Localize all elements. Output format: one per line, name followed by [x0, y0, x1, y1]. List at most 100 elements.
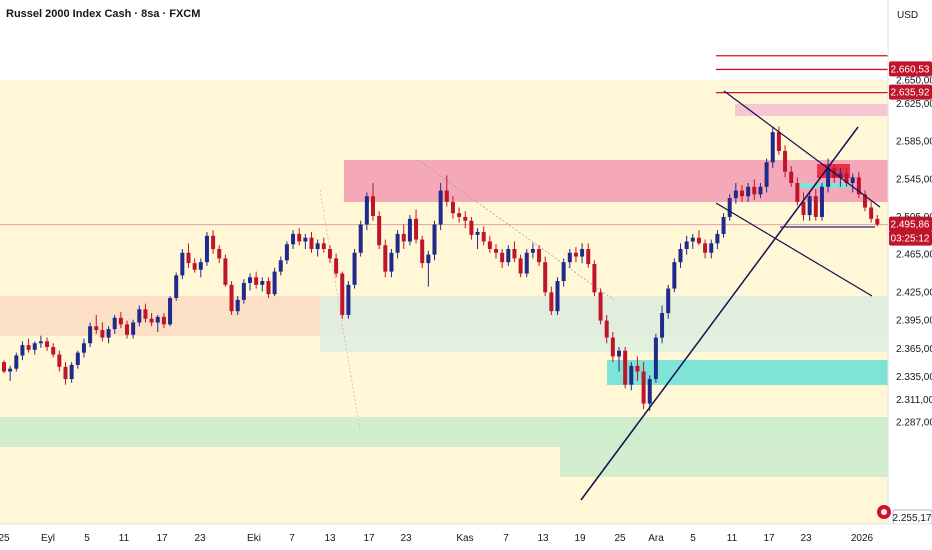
- candle-body: [364, 196, 369, 225]
- candle-body: [475, 232, 480, 235]
- candle-body: [137, 309, 142, 323]
- candle-body: [776, 132, 781, 151]
- candle-body: [297, 233, 302, 242]
- candle-body: [174, 275, 179, 298]
- last-price-badge-bg: [889, 216, 932, 232]
- candle-body: [592, 264, 597, 293]
- candle-body: [180, 252, 185, 276]
- y-tick-label: 2.585,00: [896, 137, 932, 148]
- candle-body: [703, 243, 708, 253]
- x-tick-label: 25: [614, 533, 626, 544]
- candle-body: [432, 224, 437, 255]
- y-tick-label: 2.287,00: [896, 417, 932, 428]
- broker-logo-center: [881, 509, 887, 515]
- candle-body: [500, 252, 505, 263]
- candle-body: [94, 326, 99, 331]
- candle-body: [740, 190, 744, 197]
- candle-body: [819, 186, 824, 217]
- candle-body: [494, 248, 498, 253]
- level-badge-2-bg: [889, 84, 932, 100]
- candle-body: [813, 196, 818, 217]
- candle-body: [463, 216, 468, 221]
- candle-body: [340, 273, 345, 315]
- candle-body: [856, 177, 861, 195]
- candle-body: [807, 196, 812, 216]
- candle-body: [801, 201, 806, 216]
- candle-body: [223, 258, 228, 285]
- candle-body: [481, 232, 486, 242]
- x-tick-label: Eyl: [41, 533, 55, 544]
- level-badge-2: 2.635,92: [891, 88, 930, 99]
- candle-body: [168, 297, 173, 325]
- candle-body: [377, 216, 382, 246]
- candle-body: [383, 245, 388, 272]
- candle-body: [407, 218, 412, 242]
- y-tick-label: 2.425,00: [896, 287, 932, 298]
- candle-body: [783, 150, 788, 172]
- candle-body: [131, 322, 136, 335]
- candle-body: [106, 329, 111, 338]
- candle-body: [69, 364, 74, 380]
- candle-body: [186, 252, 191, 264]
- x-tick-label: 23: [194, 533, 206, 544]
- candle-body: [727, 198, 732, 217]
- candle-body: [586, 248, 591, 265]
- y-tick-label: 2.650,00: [896, 75, 932, 86]
- candle-body: [2, 362, 6, 372]
- channel-lower-line: [715, 202, 873, 297]
- currency-label: USD: [897, 10, 918, 21]
- candle-body: [721, 216, 726, 234]
- candle-body: [549, 292, 554, 312]
- candle-body: [543, 262, 548, 293]
- y-tick-label: 2.335,00: [896, 372, 932, 383]
- candle-body: [530, 248, 535, 253]
- candle-body: [561, 262, 566, 282]
- x-tick-label: 25: [0, 533, 10, 544]
- y-tick-label: 2.625,00: [896, 99, 932, 110]
- chart-title: Russel 2000 Index Cash · 8sa · FXCM: [6, 8, 200, 20]
- time-axis-labels: 25 Eyl 5 11 17 23 Eki 7 13 17 23 Kas 7 13 19 25 Ara 5 11 17…: [0, 533, 874, 544]
- candle-body: [598, 292, 603, 321]
- candle-body: [45, 341, 50, 348]
- candle-body: [321, 243, 326, 249]
- candle-body: [272, 271, 277, 295]
- candle-body: [63, 366, 68, 380]
- demand-zone-green-right: [560, 417, 888, 477]
- candle-body: [20, 345, 25, 356]
- candle-body: [524, 252, 529, 274]
- candle-body: [57, 354, 62, 367]
- candle-body: [617, 350, 621, 357]
- candle-body: [672, 262, 677, 289]
- candle-body: [161, 316, 166, 325]
- x-tick-label: 13: [324, 533, 336, 544]
- x-tick-label: Eki: [247, 533, 261, 544]
- candle-body: [241, 282, 246, 300]
- candle-body: [198, 262, 203, 270]
- candle-body: [100, 330, 105, 338]
- dotted-guide-line: [417, 159, 615, 301]
- candle-body: [450, 201, 455, 214]
- x-tick-label: Kas: [456, 533, 473, 544]
- candle-body: [235, 299, 240, 312]
- y-tick-label: 2.545,00: [896, 174, 932, 185]
- candle-body: [414, 218, 419, 240]
- candle-body: [420, 239, 425, 264]
- x-tick-label: 23: [400, 533, 412, 544]
- candle-body: [789, 171, 794, 184]
- candle-body: [715, 233, 720, 244]
- candle-body: [678, 248, 683, 263]
- candle-body: [51, 347, 56, 355]
- candle-body: [260, 281, 265, 285]
- candle-body: [204, 235, 209, 263]
- candle-body: [401, 233, 406, 242]
- candle-body: [426, 254, 431, 264]
- candle-body: [444, 190, 449, 202]
- x-tick-label: 7: [503, 533, 509, 544]
- x-tick-label: 17: [156, 533, 168, 544]
- candle-body: [635, 365, 640, 372]
- candle-body: [690, 237, 695, 242]
- candle-body: [623, 350, 628, 385]
- candle-body: [709, 243, 714, 253]
- y-tick-label: 2.465,00: [896, 250, 932, 261]
